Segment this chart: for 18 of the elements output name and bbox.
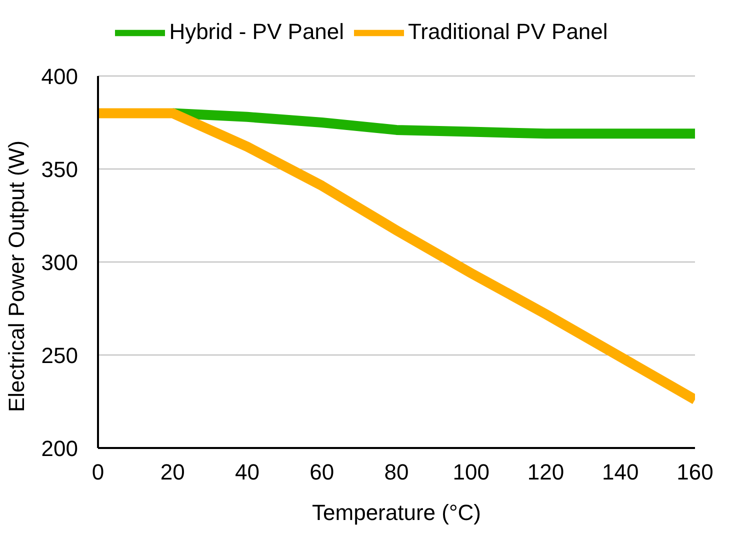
x-tick-label: 120 — [527, 460, 564, 485]
y-tick-label: 200 — [41, 436, 78, 461]
legend-label: Traditional PV Panel — [408, 18, 608, 44]
x-axis-title: Temperature (°C) — [312, 500, 481, 525]
x-tick-label: 100 — [452, 460, 490, 485]
x-tick-label: 80 — [384, 460, 409, 485]
y-tick-label: 300 — [41, 250, 78, 275]
legend-label: Hybrid - PV Panel — [169, 18, 344, 44]
y-tick-label: 250 — [41, 342, 78, 368]
x-tick-label: 40 — [235, 460, 260, 485]
x-tick-label: 60 — [310, 460, 334, 485]
x-tick-label: 160 — [676, 460, 714, 485]
y-tick-label: 350 — [41, 156, 78, 182]
x-tick-label: 0 — [92, 460, 104, 485]
x-tick-label: 140 — [602, 460, 639, 485]
x-tick-label: 20 — [160, 460, 185, 485]
y-tick-label: 400 — [41, 64, 78, 89]
y-axis-title: Electrical Power Output (W) — [4, 140, 29, 412]
